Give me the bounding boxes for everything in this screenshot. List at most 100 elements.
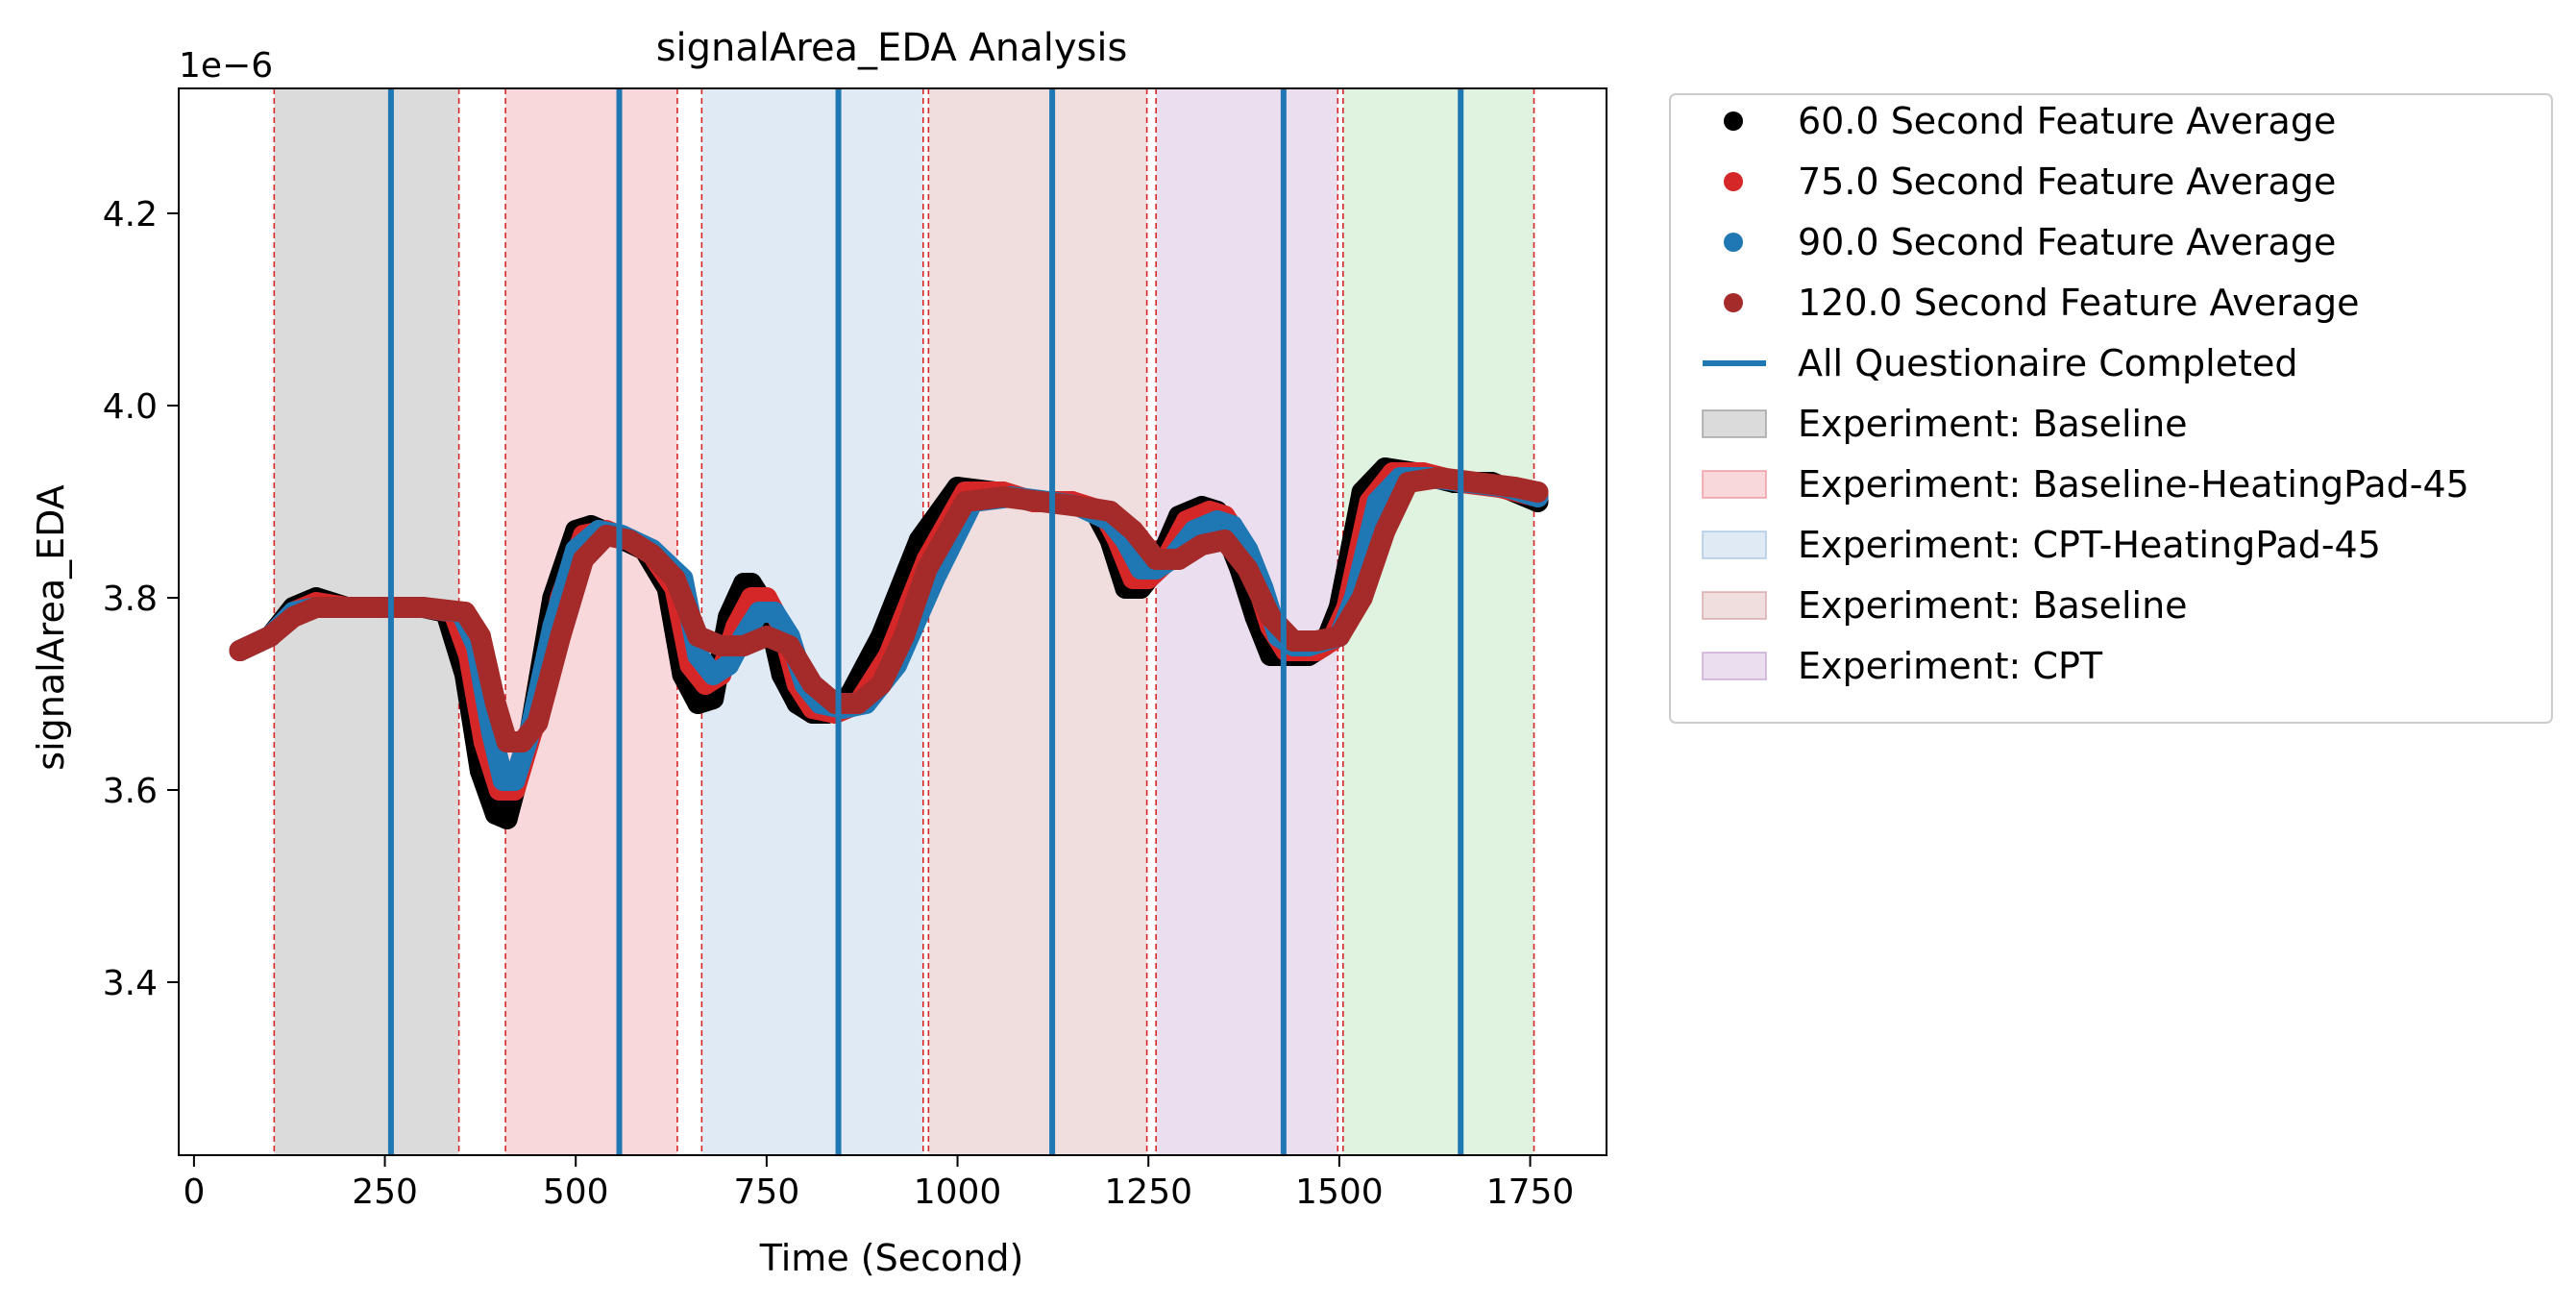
data-point [993,486,1015,507]
data-point [503,770,526,791]
data-point [847,693,870,714]
data-point [1167,549,1190,570]
data-point [1145,549,1167,570]
legend-label: Experiment: CPT [1798,645,2103,687]
x-tick-label: 1750 [1486,1172,1575,1212]
data-point [1283,630,1305,652]
experiment-region-6 [1342,88,1534,1155]
data-point [1366,491,1388,512]
legend-marker [1724,233,1743,252]
data-point [954,491,976,512]
data-point [527,712,549,733]
data-point [412,597,434,618]
data-point [824,693,846,714]
data-point [1122,520,1144,541]
legend-label: 90.0 Second Feature Average [1798,221,2336,263]
data-point [1504,477,1526,498]
y-axis-label: signalArea_EDA [30,484,72,770]
data-point [871,674,893,695]
legend-label: 60.0 Second Feature Average [1798,100,2336,142]
data-point [702,664,724,685]
data-point [1465,472,1487,493]
data-point [916,558,938,580]
axes-frame [178,87,1607,1156]
data-point [1030,491,1052,512]
x-tick-label: 750 [734,1172,800,1212]
data-point [778,635,800,656]
data-point [748,602,770,623]
experiment-region-4 [928,88,1147,1155]
y-offset-label: 1e−6 [179,46,273,86]
data-point [1428,467,1450,488]
data-point [1306,630,1328,652]
chart-title: signalArea_EDA Analysis [656,26,1128,70]
legend-label: Experiment: Baseline-HeatingPad-45 [1798,463,2469,506]
data-point [687,626,709,647]
y-axis-ticks: 3.4 3.6 3.8 4.0 4.2 [103,195,179,1003]
legend-patch [1702,591,1767,620]
experiment-region-2 [505,88,677,1155]
data-point [801,674,823,695]
data-point [282,606,305,628]
x-tick-label: 1250 [1104,1172,1192,1212]
data-point [229,640,251,661]
data-point [511,731,533,753]
legend-frame [1669,93,2553,724]
data-point [763,602,785,623]
data-point [1260,606,1282,628]
data-point [1237,558,1259,580]
legend-label: Experiment: Baseline [1798,584,2188,627]
data-point [641,544,663,565]
data-point [1328,626,1350,647]
legend-patch [1702,409,1767,438]
y-tick-label: 4.0 [103,387,158,427]
data-point [1068,496,1091,517]
legend-patch [1702,470,1767,499]
data-point [718,654,740,676]
data-point [306,597,328,618]
x-tick-label: 250 [352,1172,418,1212]
legend-label: 120.0 Second Feature Average [1798,282,2360,324]
data-point [1214,530,1236,551]
data-point [484,693,506,714]
data-point [1099,501,1121,522]
legend-patch [1702,652,1767,680]
data-point [664,568,686,589]
data-point [596,525,618,546]
data-point [469,626,491,647]
data-point [618,530,640,551]
data-point [755,626,777,647]
series-line-4 [229,467,1549,753]
y-tick-label: 4.2 [103,195,158,234]
data-point [1351,587,1373,608]
x-tick-label: 1500 [1295,1172,1384,1212]
x-tick-label: 1000 [914,1172,1002,1212]
x-tick-label: 0 [183,1172,205,1212]
data-point [573,549,595,570]
data-point [733,635,755,656]
data-point [1397,472,1419,493]
x-axis-ticks: 0 250 500 750 1000 1250 1500 1750 [183,1155,1574,1212]
y-tick-label: 3.8 [103,580,158,619]
legend-marker [1724,293,1743,312]
legend-label: Experiment: CPT-HeatingPad-45 [1798,524,2381,566]
data-point [259,626,282,647]
legend-label: All Questionaire Completed [1798,342,2298,384]
data-point [550,626,572,647]
data-point [893,626,915,647]
legend-marker [1724,172,1743,191]
legend-marker [1724,111,1743,131]
legend-label: 75.0 Second Feature Average [1798,160,2336,203]
questionnaire-lines [387,88,1464,1155]
x-tick-label: 500 [543,1172,609,1212]
data-point [335,597,357,618]
data-point [1190,534,1213,555]
data-point [454,602,476,623]
legend-patch [1702,531,1767,559]
legend-label: Experiment: Baseline [1798,403,2188,445]
y-tick-label: 3.6 [103,772,158,811]
data-point [710,635,732,656]
data-point [496,808,518,829]
data-point [1527,481,1549,503]
